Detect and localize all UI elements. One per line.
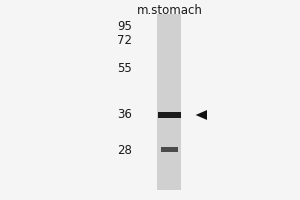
Text: 72: 72	[117, 33, 132, 46]
Text: 28: 28	[117, 144, 132, 158]
Bar	[161, 146, 178, 152]
Text: 95: 95	[117, 21, 132, 33]
Text: 36: 36	[117, 108, 132, 121]
Bar	[158, 112, 181, 118]
Text: m.stomach: m.stomach	[136, 4, 202, 18]
Bar	[158, 14, 182, 190]
Polygon shape	[196, 110, 207, 120]
Text: 55: 55	[117, 62, 132, 75]
